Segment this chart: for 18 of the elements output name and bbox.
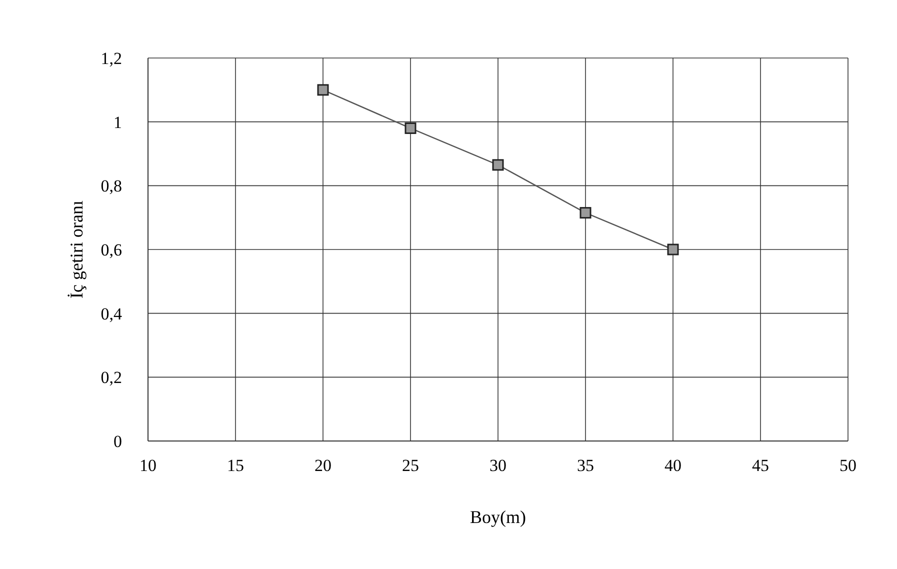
y-tick-label: 0,8 (100, 176, 122, 196)
x-tick-label: 10 (140, 456, 156, 476)
y-axis-title: İç getiri oranı (66, 200, 86, 298)
y-tick-label: 0 (114, 432, 122, 452)
y-tick-label: 1,2 (100, 49, 122, 68)
x-axis-title: Boy(m) (470, 507, 526, 527)
x-tick-label: 35 (577, 456, 594, 476)
x-tick-label: 45 (752, 456, 769, 476)
x-tick-label: 15 (227, 456, 244, 476)
x-tick-label: 20 (314, 456, 332, 476)
x-tick-label: 50 (840, 456, 856, 476)
y-tick-label: 1 (114, 112, 122, 132)
y-tick-label: 0,6 (100, 240, 122, 260)
y-tick-label: 0,4 (100, 304, 122, 324)
x-tick-label: 40 (664, 456, 682, 476)
y-tick-label: 0,2 (100, 368, 122, 388)
x-tick-label: 30 (490, 456, 506, 476)
x-tick-label: 25 (402, 456, 419, 476)
